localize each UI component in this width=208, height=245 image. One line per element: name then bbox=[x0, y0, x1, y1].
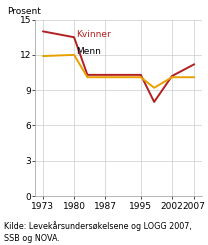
Text: Kvinner: Kvinner bbox=[76, 30, 111, 39]
Text: Menn: Menn bbox=[76, 47, 101, 56]
Text: Prosent: Prosent bbox=[7, 7, 41, 16]
Text: Kilde: Levekårsundersøkelsene og LOGG 2007,
SSB og NOVA.: Kilde: Levekårsundersøkelsene og LOGG 20… bbox=[4, 221, 192, 243]
